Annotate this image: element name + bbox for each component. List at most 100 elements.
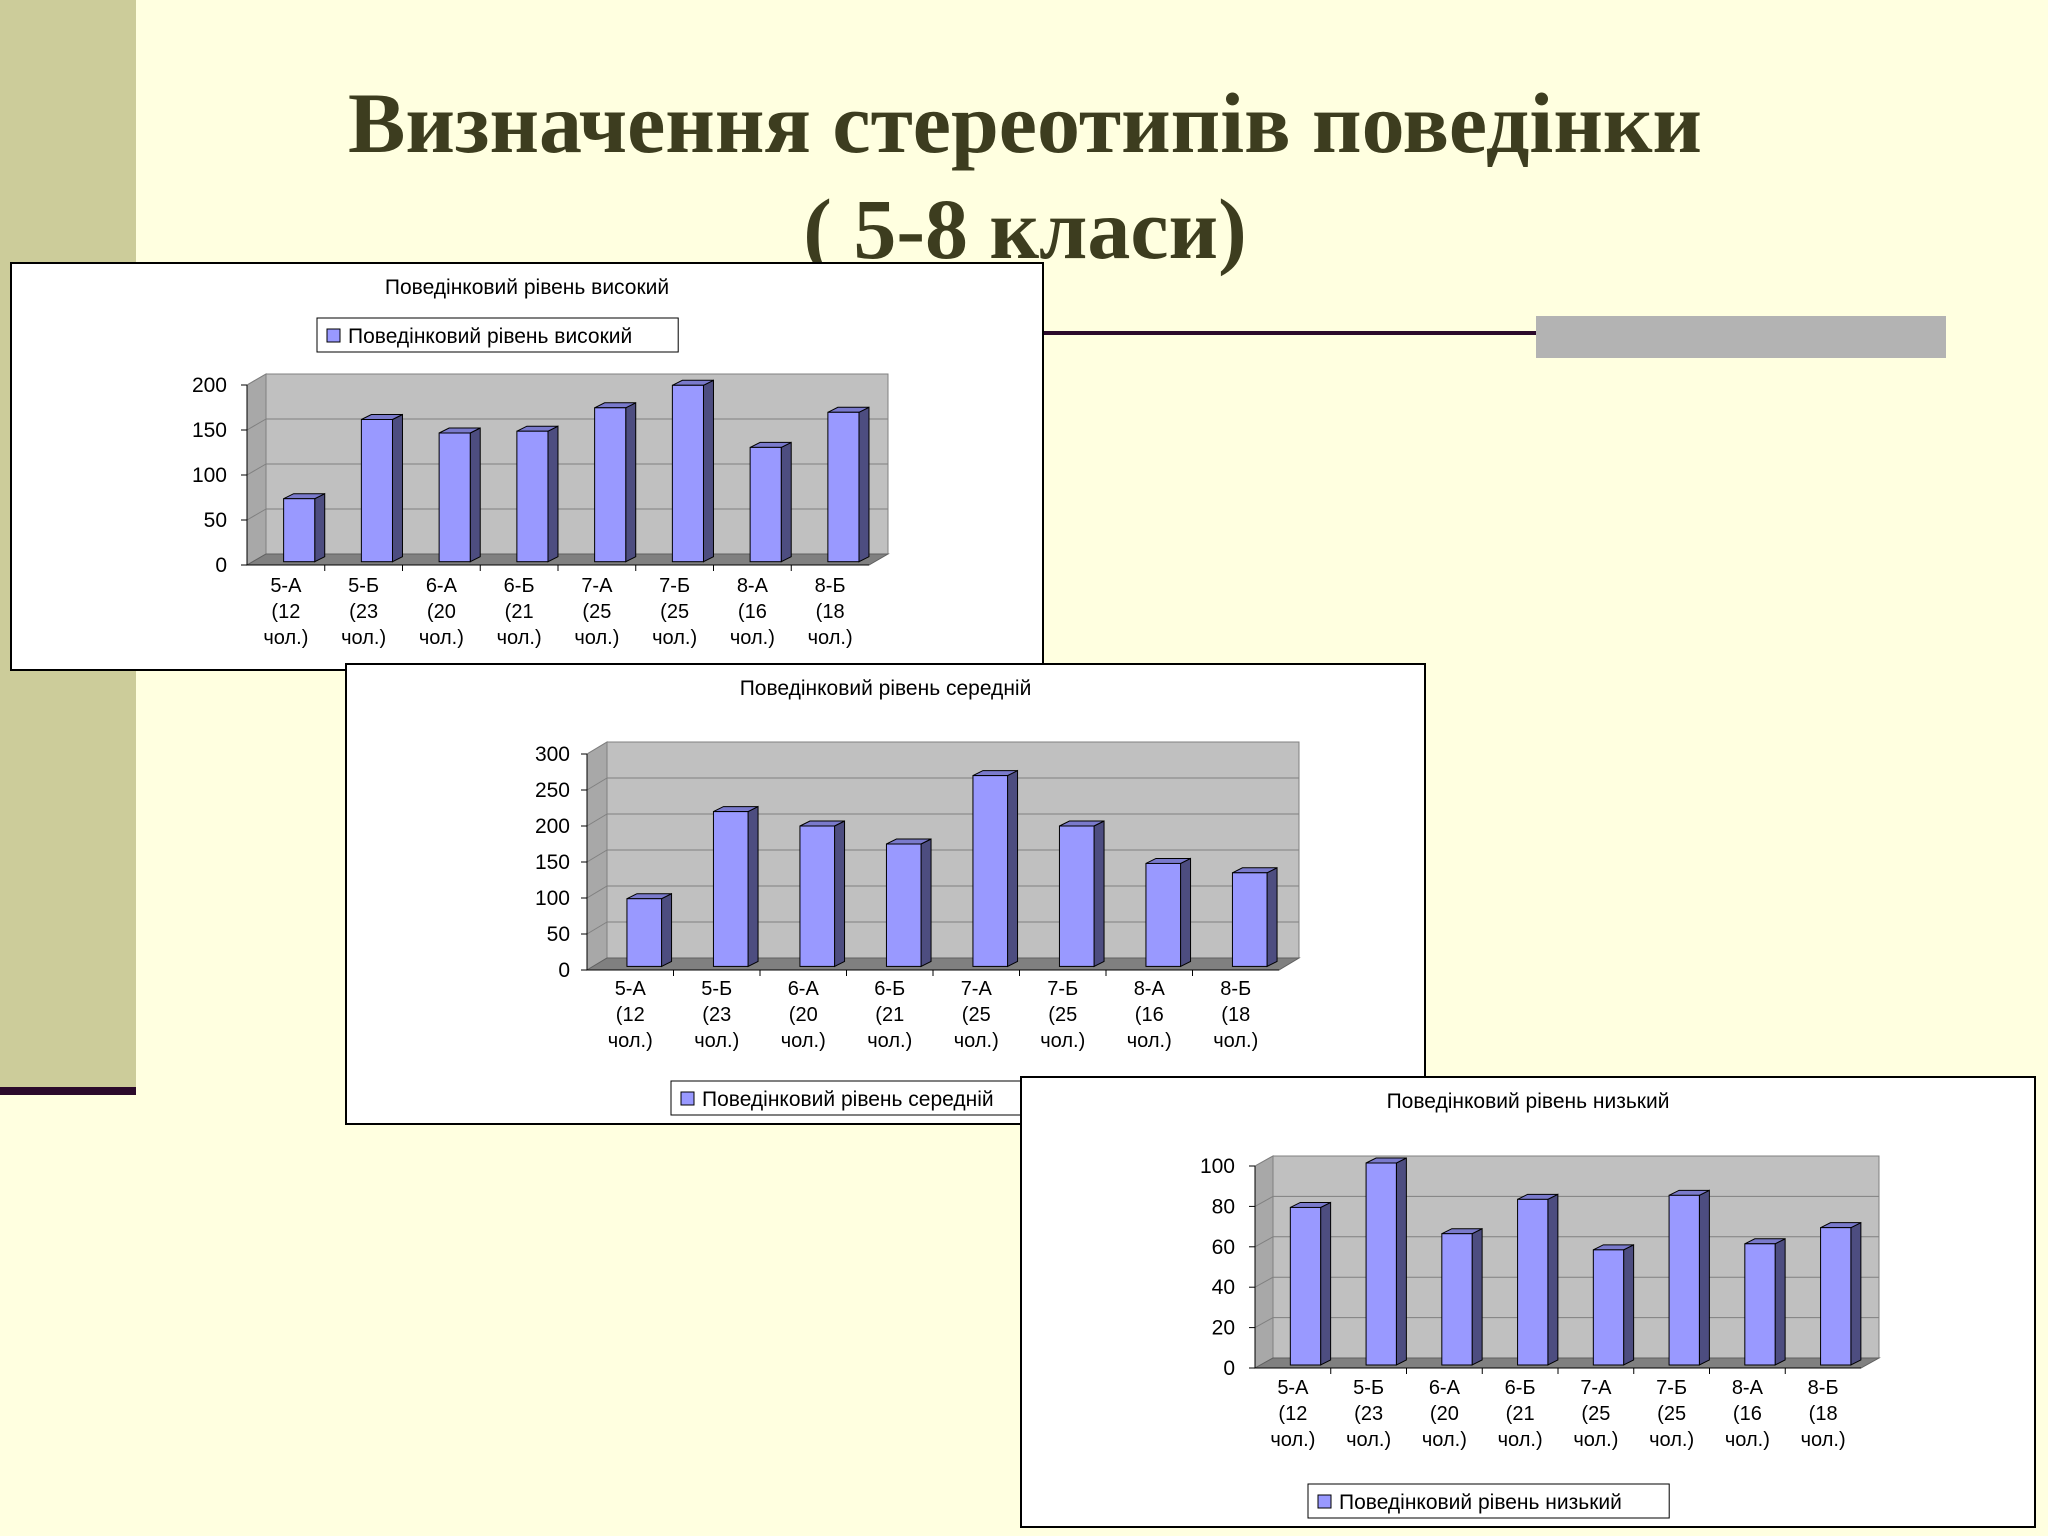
x-tick-label-line: чол.): [954, 1030, 999, 1052]
gridline-side: [586, 921, 608, 935]
x-tick-label-line: 8-Б: [1220, 978, 1251, 1000]
left-decor-rule: [0, 1087, 136, 1095]
legend-swatch: [680, 1091, 695, 1106]
legend-label: Поведінковий рівень низький: [1339, 1491, 1622, 1514]
chart-medium: Поведінковий рівень середній 300 250 200 150…: [345, 663, 1426, 1125]
gridline-side: [1254, 1195, 1274, 1207]
x-tick-label-line: (23: [1354, 1403, 1383, 1425]
x-tick-label-line: 7-А: [581, 575, 613, 597]
x-tick-label: 6-Б (21 чол.): [497, 575, 542, 649]
bar-front: [671, 384, 704, 563]
x-tick-label-line: чол.): [694, 1030, 739, 1052]
bar: [516, 425, 559, 563]
x-tick-label-line: чол.): [867, 1030, 912, 1052]
x-tick-label-line: (12: [271, 601, 300, 623]
x-tick-label-line: (12: [1278, 1403, 1307, 1425]
x-tick-label-line: (18: [1809, 1403, 1838, 1425]
legend: Поведінковий рівень середній: [670, 1080, 1045, 1116]
x-tick-label: 8-А (16 чол.): [1127, 978, 1172, 1052]
x-tick-label-line: 5-А: [615, 978, 647, 1000]
chart-title: Поведінковий рівень високий: [385, 276, 669, 299]
legend-label: Поведінковий рівень високий: [348, 325, 632, 348]
bar-side: [1623, 1244, 1635, 1366]
bar: [594, 401, 637, 563]
y-tick-label: 40: [1212, 1276, 1235, 1299]
slide-title: Визначення стереотипів поведінки ( 5-8 к…: [200, 70, 1850, 282]
chart-low-svg: Поведінковий рівень низький 100 80 60 40 20 0 5…: [1200, 1090, 1881, 1519]
bar-front: [594, 407, 627, 563]
bar-front: [712, 811, 749, 967]
bar-side: [625, 401, 637, 563]
x-tick-label: 5-А (12 чол.): [263, 575, 308, 649]
gridline-side: [586, 813, 608, 827]
x-tick-label: 6-Б (21 чол.): [867, 978, 912, 1052]
bar: [671, 379, 714, 563]
x-tick-label-line: чол.): [1040, 1030, 1085, 1052]
bar: [799, 820, 846, 968]
x-tick-label-line: чол.): [781, 1030, 826, 1052]
x-tick-label: 7-А (25 чол.): [574, 575, 619, 649]
x-tick-label-line: 5-Б: [1353, 1377, 1384, 1399]
x-tick-label-line: 7-Б: [659, 575, 690, 597]
legend-swatch: [1317, 1494, 1332, 1509]
gridline-side: [586, 885, 608, 899]
bar: [1668, 1189, 1710, 1366]
bar-side: [661, 892, 673, 968]
x-tick-label: 5-Б (23 чол.): [694, 978, 739, 1052]
bar-side: [1698, 1189, 1710, 1366]
bar-side: [1180, 857, 1192, 968]
y-tick-label: 100: [1200, 1155, 1235, 1178]
slide-title-line1: Визначення стереотипів поведінки: [348, 75, 1702, 171]
x-tick-label-line: (25: [1581, 1403, 1610, 1425]
bar-front: [827, 411, 860, 563]
gridline-side: [246, 373, 267, 386]
x-tick-label-line: 6-Б: [504, 575, 535, 597]
x-tick-label: 7-Б (25 чол.): [652, 575, 697, 649]
bar-side: [747, 805, 759, 968]
gridline-side: [1254, 1155, 1274, 1167]
x-tick-label-line: (23: [349, 601, 378, 623]
y-tick-label: 200: [192, 374, 227, 397]
bar-front: [885, 843, 922, 967]
x-tick-label-line: (21: [505, 601, 534, 623]
y-tick-label: 50: [204, 509, 227, 532]
x-tick-label-line: 5-Б: [701, 978, 732, 1000]
bar: [1441, 1227, 1483, 1366]
bar-front: [516, 430, 549, 563]
bar: [1289, 1201, 1332, 1366]
x-tick-label-line: (25: [962, 1004, 991, 1026]
bar-front: [1820, 1227, 1852, 1366]
bar-side: [1395, 1157, 1407, 1366]
bar-side: [314, 492, 326, 563]
y-tick-label: 200: [535, 815, 570, 838]
legend-label: Поведінковий рівень середній: [702, 1088, 994, 1111]
bar: [438, 427, 481, 563]
bar-front: [1145, 862, 1182, 967]
title-divider-line: [1040, 331, 1946, 335]
x-tick-label-line: 6-Б: [1505, 1377, 1536, 1399]
chart-medium-svg: Поведінковий рівень середній 300 250 200 150…: [535, 677, 1301, 1116]
bar-front: [1365, 1162, 1397, 1366]
bar-side: [1547, 1193, 1559, 1366]
bar-front: [1744, 1243, 1776, 1366]
gridline-side: [586, 741, 608, 755]
x-tick-label-line: (25: [1048, 1004, 1077, 1026]
x-tick-label-line: (21: [875, 1004, 904, 1026]
x-tick-label-line: 7-А: [961, 978, 993, 1000]
bar: [626, 892, 673, 968]
bar-front: [1517, 1198, 1549, 1366]
x-tick-label-line: чол.): [497, 627, 542, 649]
x-tick-label-line: 7-Б: [1047, 978, 1078, 1000]
x-tick-label-line: (21: [1506, 1403, 1535, 1425]
x-tick-label-line: чол.): [1498, 1429, 1543, 1451]
x-tick-label-line: 6-А: [788, 978, 820, 1000]
bar: [1744, 1237, 1786, 1366]
slide-title-line2: ( 5-8 класи): [803, 181, 1247, 277]
legend-box: [1307, 1483, 1670, 1519]
x-tick-label-line: чол.): [419, 627, 464, 649]
x-tick-label: 8-А (16 чол.): [730, 575, 775, 649]
bar: [1145, 857, 1192, 968]
x-tick-label: 5-А (12 чол.): [608, 978, 653, 1052]
bar-side: [1266, 866, 1278, 968]
bar-side: [858, 406, 870, 563]
